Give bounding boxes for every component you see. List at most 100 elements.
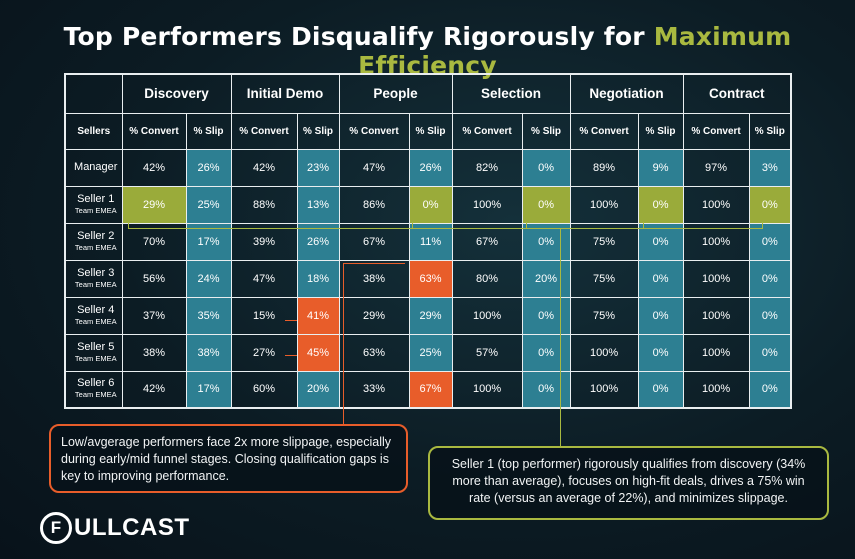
logo-mark-icon: F	[40, 512, 72, 544]
convert-cell: 97%	[682, 148, 750, 187]
slip-cell: 67%	[408, 370, 453, 409]
convert-cell: 47%	[230, 259, 298, 298]
stage-header: Discovery	[121, 73, 232, 114]
seller-name: Seller 6	[77, 377, 115, 390]
slip-cell: 26%	[185, 148, 232, 187]
seller-cell: Manager	[64, 148, 123, 187]
convert-cell: 29%	[121, 185, 187, 224]
sellers-header: Sellers	[64, 112, 123, 150]
convert-cell: 37%	[121, 296, 187, 335]
slip-cell: 0%	[748, 222, 792, 261]
slip-cell: 29%	[408, 296, 453, 335]
green-connector-vertical	[560, 228, 561, 446]
stage-header-row: Discovery Initial Demo People Selection …	[64, 73, 792, 114]
slip-cell: 25%	[408, 333, 453, 372]
slip-cell: 0%	[637, 296, 684, 335]
page-title: Top Performers Disqualify Rigorously for…	[0, 22, 855, 80]
convert-cell: 100%	[682, 259, 750, 298]
seller-name: Seller 1	[77, 192, 115, 205]
convert-cell: 27%	[230, 333, 298, 372]
slip-cell: 0%	[748, 370, 792, 409]
convert-cell: 100%	[451, 185, 523, 224]
callout-low-performers: Low/avgerage performers face 2x more sli…	[49, 424, 408, 493]
seller-cell: Seller 4 Team EMEA	[64, 296, 123, 335]
metric-header: % Slip	[748, 112, 792, 150]
convert-cell: 15%	[230, 296, 298, 335]
metric-header: % Convert	[338, 112, 410, 150]
green-connector-tick	[412, 222, 413, 229]
slip-cell: 26%	[408, 148, 453, 187]
stage-header: Contract	[682, 73, 792, 114]
seller-team: Team EMEA	[74, 279, 117, 289]
convert-cell: 100%	[569, 333, 639, 372]
convert-cell: 100%	[682, 370, 750, 409]
slip-cell: 13%	[296, 185, 340, 224]
stage-header: Initial Demo	[230, 73, 340, 114]
slip-cell: 25%	[185, 185, 232, 224]
metric-header: % Slip	[296, 112, 340, 150]
convert-cell: 100%	[682, 296, 750, 335]
convert-cell: 29%	[338, 296, 410, 335]
convert-cell: 42%	[121, 370, 187, 409]
metric-header: % Convert	[121, 112, 187, 150]
seller-cell: Seller 2 Team EMEA	[64, 222, 123, 261]
convert-cell: 89%	[569, 148, 639, 187]
green-connector-tick	[762, 222, 763, 229]
seller-team: Team EMEA	[74, 353, 117, 363]
slip-cell: 0%	[521, 296, 571, 335]
convert-cell: 86%	[338, 185, 410, 224]
table-row: Seller 1 Team EMEA 29% 25% 88% 13% 86% 0% 100% 0%…	[64, 185, 792, 224]
slip-cell: 45%	[296, 333, 340, 372]
convert-cell: 57%	[451, 333, 523, 372]
green-connector-horizontal	[128, 228, 763, 229]
seller-name: Seller 4	[77, 303, 115, 316]
stage-header: People	[338, 73, 453, 114]
convert-cell: 42%	[230, 148, 298, 187]
convert-cell: 60%	[230, 370, 298, 409]
metric-header: % Slip	[521, 112, 571, 150]
convert-cell: 38%	[338, 259, 410, 298]
metric-header: % Convert	[451, 112, 523, 150]
convert-cell: 80%	[451, 259, 523, 298]
slip-cell: 24%	[185, 259, 232, 298]
callout-top-performer: Seller 1 (top performer) rigorously qual…	[428, 446, 829, 520]
slip-cell: 0%	[521, 185, 571, 224]
convert-cell: 82%	[451, 148, 523, 187]
title-main: Top Performers Disqualify Rigorously for	[63, 22, 654, 51]
orange-connector-tick	[285, 320, 297, 321]
metric-header: % Slip	[408, 112, 453, 150]
seller-name: Seller 5	[77, 340, 115, 353]
stage-header: Negotiation	[569, 73, 684, 114]
seller-team: Team EMEA	[74, 242, 117, 252]
logo-text: ULLCAST	[74, 514, 190, 541]
slip-cell: 0%	[637, 259, 684, 298]
convert-cell: 75%	[569, 259, 639, 298]
slip-cell: 35%	[185, 296, 232, 335]
convert-cell: 63%	[338, 333, 410, 372]
seller-name: Manager	[74, 161, 118, 173]
stage-header: Selection	[451, 73, 571, 114]
metric-header: % Slip	[637, 112, 684, 150]
corner-cell	[64, 73, 123, 114]
convert-cell: 56%	[121, 259, 187, 298]
seller-team: Team EMEA	[74, 205, 117, 215]
table-row: Manager 42% 26% 42% 23% 47% 26% 82% 0% 89% 9% 97% 3%	[64, 148, 792, 187]
slip-cell: 17%	[185, 370, 232, 409]
convert-cell: 100%	[682, 185, 750, 224]
green-connector-tick	[526, 222, 527, 229]
convert-cell: 42%	[121, 148, 187, 187]
slip-cell: 0%	[748, 259, 792, 298]
metric-header-row: Sellers % Convert % Slip % Convert % Sli…	[64, 112, 792, 150]
slip-cell: 0%	[637, 333, 684, 372]
slip-cell: 0%	[521, 333, 571, 372]
metric-header: % Convert	[682, 112, 750, 150]
green-connector-tick	[643, 222, 644, 229]
orange-connector-vertical	[343, 263, 344, 424]
slip-cell: 41%	[296, 296, 340, 335]
metric-header: % Slip	[185, 112, 232, 150]
seller-name: Seller 2	[77, 229, 115, 242]
slip-cell: 0%	[637, 370, 684, 409]
table-body: Manager 42% 26% 42% 23% 47% 26% 82% 0% 89% 9% 97% 3%…	[64, 148, 792, 409]
table-row: Seller 3 Team EMEA 56% 24% 47% 18% 38% 63% 80% 20…	[64, 259, 792, 298]
slip-cell: 18%	[296, 259, 340, 298]
